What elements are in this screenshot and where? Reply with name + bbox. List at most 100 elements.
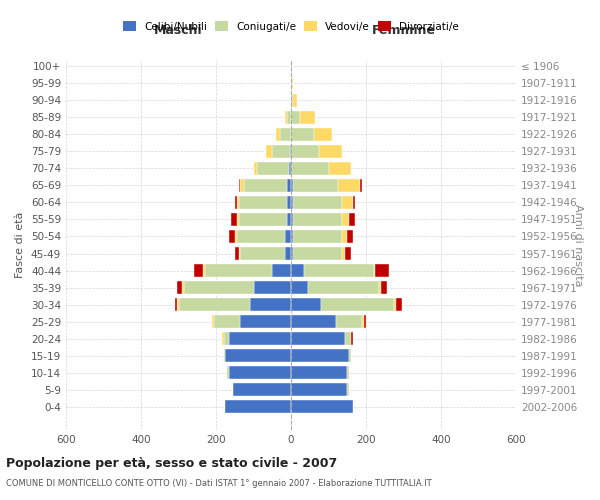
Bar <box>287 179 291 192</box>
Bar <box>291 94 293 106</box>
Bar <box>341 247 346 260</box>
Bar <box>293 179 338 192</box>
Bar <box>280 128 291 140</box>
Bar <box>179 298 250 311</box>
Bar <box>321 298 394 311</box>
Bar <box>381 281 386 294</box>
Bar <box>205 264 272 277</box>
Bar <box>266 145 271 158</box>
Bar <box>226 350 291 362</box>
Bar <box>231 213 236 226</box>
Bar <box>308 281 379 294</box>
Bar <box>364 316 366 328</box>
Bar <box>338 179 361 192</box>
Bar <box>229 366 291 379</box>
Bar <box>229 230 235 243</box>
Bar <box>293 213 341 226</box>
Bar <box>239 213 287 226</box>
Bar <box>235 247 239 260</box>
Y-axis label: Fasce di età: Fasce di età <box>16 212 25 278</box>
Bar <box>319 145 341 158</box>
Bar <box>361 179 362 192</box>
Bar <box>235 230 236 243</box>
Bar <box>351 332 353 345</box>
Bar <box>257 162 289 174</box>
Bar <box>291 264 304 277</box>
Text: Femmine: Femmine <box>371 24 436 37</box>
Text: Popolazione per età, sesso e stato civile - 2007: Popolazione per età, sesso e stato civil… <box>6 458 337 470</box>
Bar <box>287 213 291 226</box>
Bar <box>291 366 347 379</box>
Bar <box>341 196 353 209</box>
Bar <box>241 179 244 192</box>
Bar <box>293 196 341 209</box>
Bar <box>287 196 291 209</box>
Bar <box>239 179 241 192</box>
Bar <box>212 316 214 328</box>
Bar <box>291 77 292 90</box>
Bar <box>291 281 308 294</box>
Text: Maschi: Maschi <box>154 24 203 37</box>
Bar <box>291 384 347 396</box>
Bar <box>291 162 329 174</box>
Bar <box>349 350 351 362</box>
Bar <box>346 247 351 260</box>
Bar <box>293 247 341 260</box>
Bar <box>291 145 319 158</box>
Bar <box>373 264 376 277</box>
Bar <box>254 162 257 174</box>
Bar <box>286 247 291 260</box>
Bar <box>286 230 291 243</box>
Bar <box>241 316 291 328</box>
Bar <box>291 350 349 362</box>
Bar <box>239 196 287 209</box>
Bar <box>353 196 355 209</box>
Bar <box>341 230 347 243</box>
Bar <box>241 247 286 260</box>
Bar <box>347 230 353 243</box>
Bar <box>349 213 355 226</box>
Bar <box>291 230 293 243</box>
Bar <box>291 332 346 345</box>
Bar <box>291 213 293 226</box>
Bar <box>203 264 205 277</box>
Bar <box>289 162 291 174</box>
Bar <box>290 145 291 158</box>
Bar <box>176 298 179 311</box>
Bar <box>175 298 176 311</box>
Bar <box>236 196 239 209</box>
Bar <box>314 128 332 140</box>
Bar <box>291 400 353 413</box>
Bar <box>272 264 291 277</box>
Bar <box>286 111 287 124</box>
Bar <box>221 332 223 345</box>
Bar <box>379 281 381 294</box>
Bar <box>329 162 351 174</box>
Bar <box>376 264 389 277</box>
Bar <box>254 281 291 294</box>
Bar <box>227 366 229 379</box>
Bar <box>291 128 314 140</box>
Y-axis label: Anni di nascita: Anni di nascita <box>573 204 583 286</box>
Bar <box>276 128 280 140</box>
Bar <box>291 247 293 260</box>
Bar <box>226 400 291 413</box>
Bar <box>394 298 396 311</box>
Bar <box>341 213 349 226</box>
Bar <box>336 316 362 328</box>
Bar <box>291 179 293 192</box>
Bar <box>235 196 236 209</box>
Bar <box>291 196 293 209</box>
Bar <box>396 298 401 311</box>
Bar <box>182 281 184 294</box>
Bar <box>304 264 373 277</box>
Bar <box>293 230 341 243</box>
Bar <box>176 281 182 294</box>
Bar <box>287 111 291 124</box>
Bar <box>291 316 336 328</box>
Bar <box>347 384 349 396</box>
Bar <box>291 111 301 124</box>
Bar <box>193 264 203 277</box>
Legend: Celibi/Nubili, Coniugati/e, Vedovi/e, Divorziati/e: Celibi/Nubili, Coniugati/e, Vedovi/e, Di… <box>119 17 463 36</box>
Bar <box>292 77 293 90</box>
